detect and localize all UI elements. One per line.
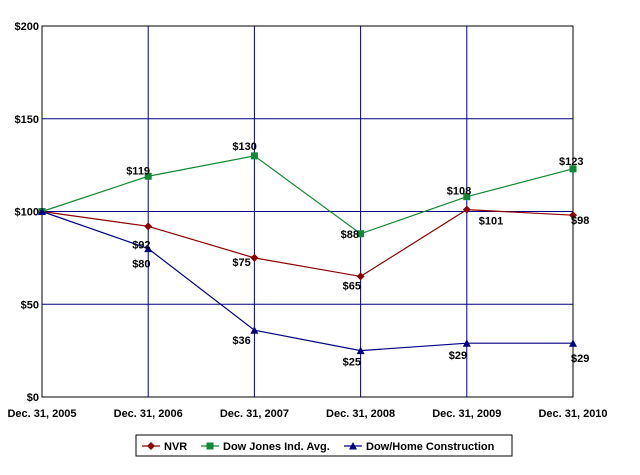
data-point-marker xyxy=(357,230,365,238)
data-point-marker xyxy=(462,205,471,214)
series-line xyxy=(41,209,574,278)
data-point-marker xyxy=(250,152,258,160)
x-axis-ticks: Dec. 31, 2005 Dec. 31, 2006 Dec. 31, 2007 D… xyxy=(7,408,607,420)
data-label: $29 xyxy=(449,350,467,362)
x-tick-label: Dec. 31, 2006 xyxy=(114,408,183,420)
legend-label: Dow Jones Ind. Avg. xyxy=(223,441,330,453)
x-tick-label: Dec. 31, 2008 xyxy=(326,408,395,420)
series-line xyxy=(41,210,573,352)
data-label: $75 xyxy=(232,257,250,269)
y-tick-label: $50 xyxy=(21,299,39,311)
data-label: $65 xyxy=(343,280,361,292)
data-label: $36 xyxy=(232,335,250,347)
series-group xyxy=(38,152,577,355)
data-labels: $92 $75 $65 $101 $98 $119 $130 $88 $108 $123 $80 $3… xyxy=(126,141,589,369)
legend-label: NVR xyxy=(164,441,187,453)
data-point-marker xyxy=(144,222,153,231)
data-point-marker xyxy=(569,339,577,347)
data-label: $88 xyxy=(341,229,359,241)
grid-lines xyxy=(42,26,573,397)
data-point-marker xyxy=(250,326,259,334)
y-tick-label: $150 xyxy=(15,114,39,126)
legend-marker xyxy=(147,442,155,450)
data-point-marker xyxy=(144,172,152,180)
data-label: $108 xyxy=(447,186,471,198)
data-label: $92 xyxy=(132,239,150,251)
data-point-marker xyxy=(356,272,365,281)
data-label: $123 xyxy=(559,156,583,168)
data-label: $101 xyxy=(479,216,503,228)
legend-box xyxy=(135,434,513,457)
y-axis-ticks: $0 $50 $100 $150 $200 xyxy=(15,21,39,404)
y-tick-label: $100 xyxy=(15,207,39,219)
data-label: $29 xyxy=(571,353,589,365)
data-point-marker xyxy=(569,211,577,220)
series-line xyxy=(41,155,574,235)
data-label: $80 xyxy=(132,259,150,271)
x-tick-label: Dec. 31, 2009 xyxy=(432,408,501,420)
legend: NVR Dow Jones Ind. Avg. Dow/Home Construct… xyxy=(135,434,513,457)
data-point-marker xyxy=(250,253,259,262)
data-label: $130 xyxy=(232,141,256,153)
data-point-marker xyxy=(38,207,46,215)
data-label: $119 xyxy=(126,165,150,177)
legend-label: Dow/Home Construction xyxy=(366,441,495,453)
data-point-marker xyxy=(463,193,471,201)
y-tick-label: $0 xyxy=(27,392,39,404)
data-point-marker xyxy=(356,346,365,355)
x-tick-label: Dec. 31, 2010 xyxy=(538,408,607,420)
x-tick-label: Dec. 31, 2005 xyxy=(7,408,76,420)
data-point-marker xyxy=(569,165,577,173)
y-tick-label: $200 xyxy=(15,21,39,33)
legend-marker xyxy=(349,442,357,450)
data-label: $98 xyxy=(571,215,589,227)
data-point-marker xyxy=(144,244,153,253)
x-tick-label: Dec. 31, 2007 xyxy=(220,408,289,420)
data-point-marker xyxy=(462,339,471,347)
legend-marker xyxy=(206,442,214,450)
data-label: $25 xyxy=(343,357,361,369)
